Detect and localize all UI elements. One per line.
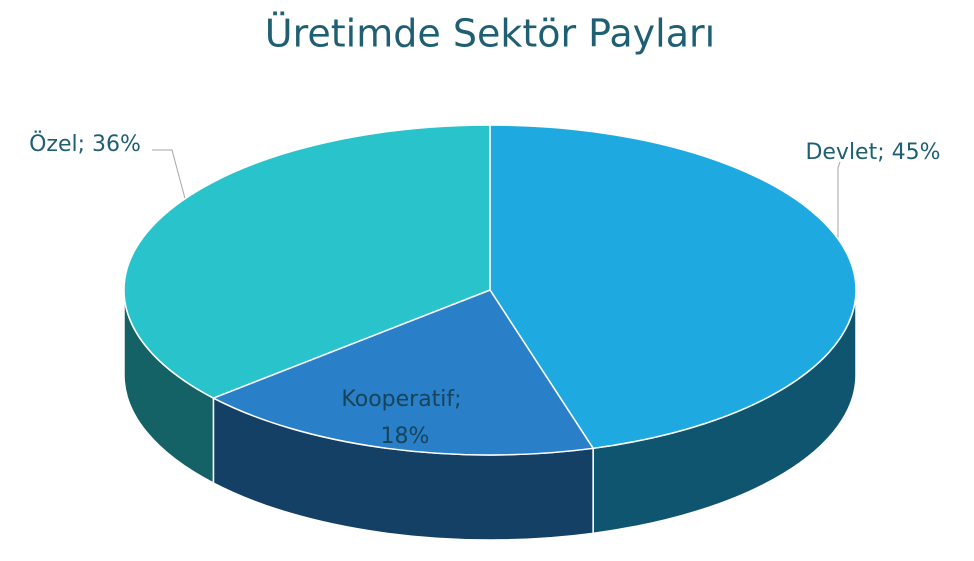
data-label: Özel; 36% bbox=[29, 131, 141, 157]
data-label: Kooperatif; 18% bbox=[341, 387, 468, 449]
chart-title: Üretimde Sektör Payları bbox=[265, 12, 715, 56]
pie-slice bbox=[123, 124, 491, 399]
leader-line bbox=[152, 149, 188, 207]
pie-slice bbox=[489, 124, 857, 450]
data-label: Devlet; 45% bbox=[805, 140, 940, 165]
leader-line bbox=[837, 161, 841, 240]
pie-slice bbox=[211, 289, 595, 456]
